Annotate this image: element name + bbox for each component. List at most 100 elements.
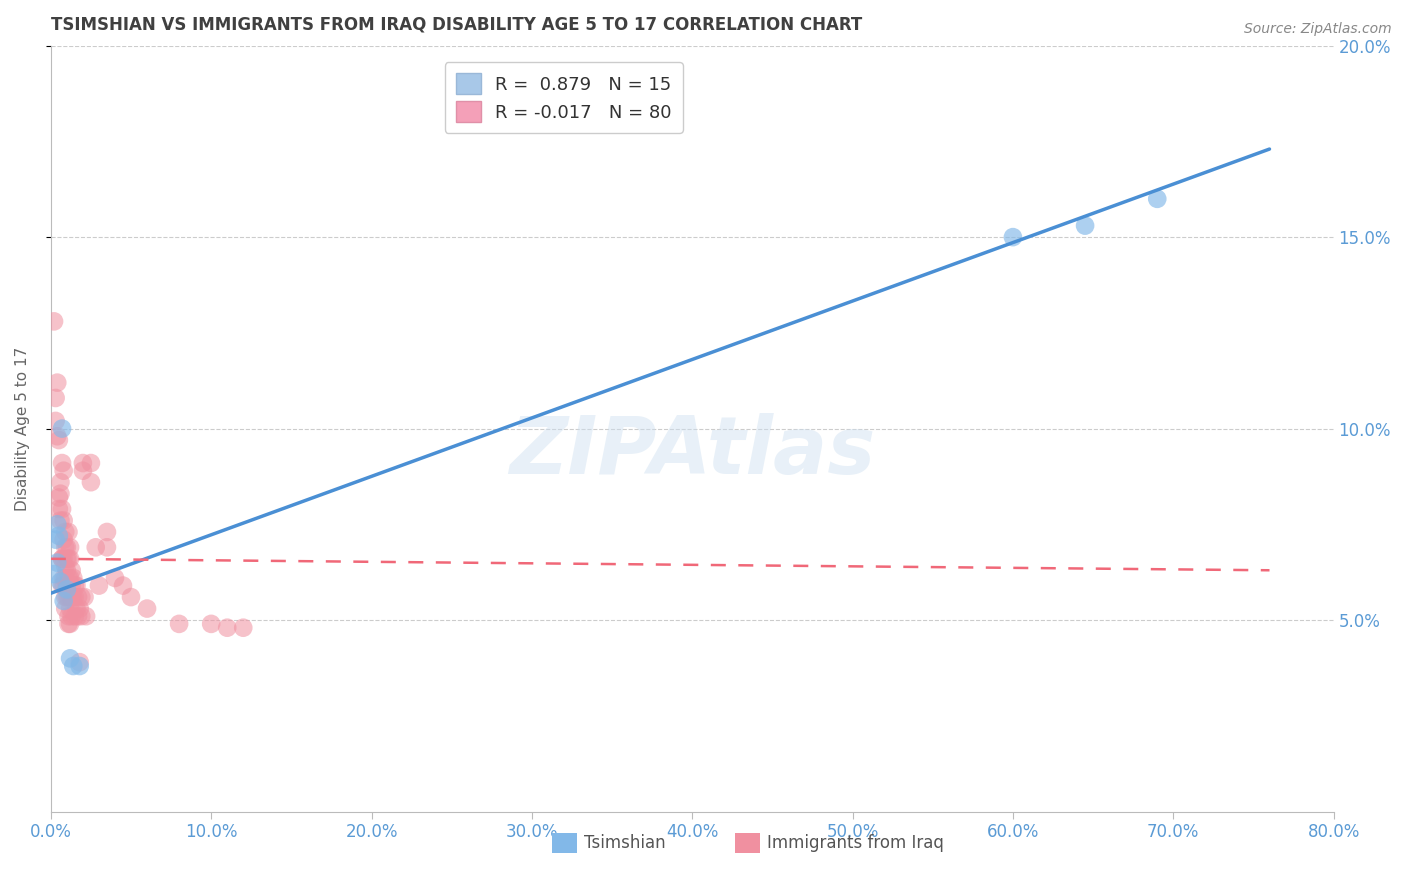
Point (60, 609, 83, 624)
Point (59, 590, 82, 604)
Point (58, 609, 80, 624)
Point (49, 475, 72, 490)
Point (52, 594, 75, 608)
Point (52, 551, 75, 566)
Point (136, 601, 159, 615)
Point (62, 590, 84, 604)
Text: TSIMSHIAN VS IMMIGRANTS FROM IRAQ DISABILITY AGE 5 TO 17 CORRELATION CHART: TSIMSHIAN VS IMMIGRANTS FROM IRAQ DISABI… (51, 15, 862, 33)
Point (45, 391, 67, 405)
Point (51, 551, 73, 566)
Point (51, 551, 73, 566)
Point (111, 578, 134, 592)
Point (69, 659, 91, 673)
Point (56, 541, 79, 555)
Point (69, 601, 91, 615)
Legend: R =  0.879   N = 15, R = -0.017   N = 80: R = 0.879 N = 15, R = -0.017 N = 80 (444, 62, 682, 133)
Point (72, 464, 94, 478)
Point (42, 314, 65, 328)
Point (46, 429, 69, 443)
Point (59, 551, 82, 566)
Point (53, 601, 76, 615)
Point (62, 659, 84, 673)
Point (1074, 219, 1097, 233)
Point (63, 578, 86, 592)
Point (70, 590, 93, 604)
Point (167, 616, 190, 631)
Point (51, 456, 73, 470)
Point (56, 551, 79, 566)
Point (52, 514, 75, 528)
Text: Source: ZipAtlas.com: Source: ZipAtlas.com (1244, 22, 1392, 37)
Point (96, 541, 118, 555)
Point (80, 475, 103, 490)
Point (53, 541, 76, 555)
Point (48, 491, 70, 505)
Point (70, 609, 93, 624)
Point (58, 524, 80, 539)
Point (56, 590, 79, 604)
Point (59, 616, 82, 631)
Point (73, 590, 96, 604)
Point (46, 376, 69, 390)
Point (65, 578, 87, 592)
Point (62, 571, 84, 585)
Point (48, 502, 70, 516)
Point (67, 609, 90, 624)
Point (217, 621, 239, 635)
Point (56, 582, 79, 597)
Point (58, 551, 80, 566)
Point (48, 433, 70, 447)
Point (87, 578, 110, 592)
Point (52, 533, 75, 547)
Point (49, 486, 72, 500)
Point (58, 590, 80, 604)
Point (46, 556, 69, 570)
Point (59, 601, 82, 615)
Point (53, 590, 76, 604)
Point (63, 590, 86, 604)
Point (56, 563, 79, 577)
Point (45, 414, 67, 428)
Point (45, 533, 67, 547)
Point (200, 616, 222, 631)
Point (63, 609, 86, 624)
Point (60, 590, 83, 604)
Point (52, 571, 75, 585)
Point (49, 514, 72, 528)
Point (53, 524, 76, 539)
Point (51, 421, 73, 435)
Y-axis label: Disability Age 5 to 17: Disability Age 5 to 17 (15, 346, 30, 511)
Point (120, 590, 142, 604)
Point (84, 541, 107, 555)
Text: Immigrants from Iraq: Immigrants from Iraq (768, 834, 943, 852)
Point (48, 529, 70, 543)
Point (51, 578, 73, 592)
Point (69, 655, 91, 669)
Point (52, 464, 75, 478)
Point (59, 571, 82, 585)
Point (60, 563, 83, 577)
Point (42, 567, 65, 582)
Point (49, 574, 72, 589)
Point (96, 524, 118, 539)
Point (56, 578, 79, 592)
Point (59, 651, 82, 665)
Point (53, 571, 76, 585)
Point (1001, 230, 1024, 244)
Point (232, 621, 254, 635)
Point (80, 456, 103, 470)
Point (104, 571, 127, 585)
Point (60, 578, 83, 592)
Point (1146, 192, 1168, 206)
Point (65, 601, 87, 615)
Point (59, 541, 82, 555)
Point (52, 578, 75, 592)
Text: ZIPAtlas: ZIPAtlas (509, 413, 876, 491)
Point (46, 517, 69, 532)
Point (58, 571, 80, 585)
Point (53, 559, 76, 574)
Point (51, 502, 73, 516)
Point (58, 616, 80, 631)
Text: Tsimshian: Tsimshian (585, 834, 666, 852)
Point (67, 590, 90, 604)
